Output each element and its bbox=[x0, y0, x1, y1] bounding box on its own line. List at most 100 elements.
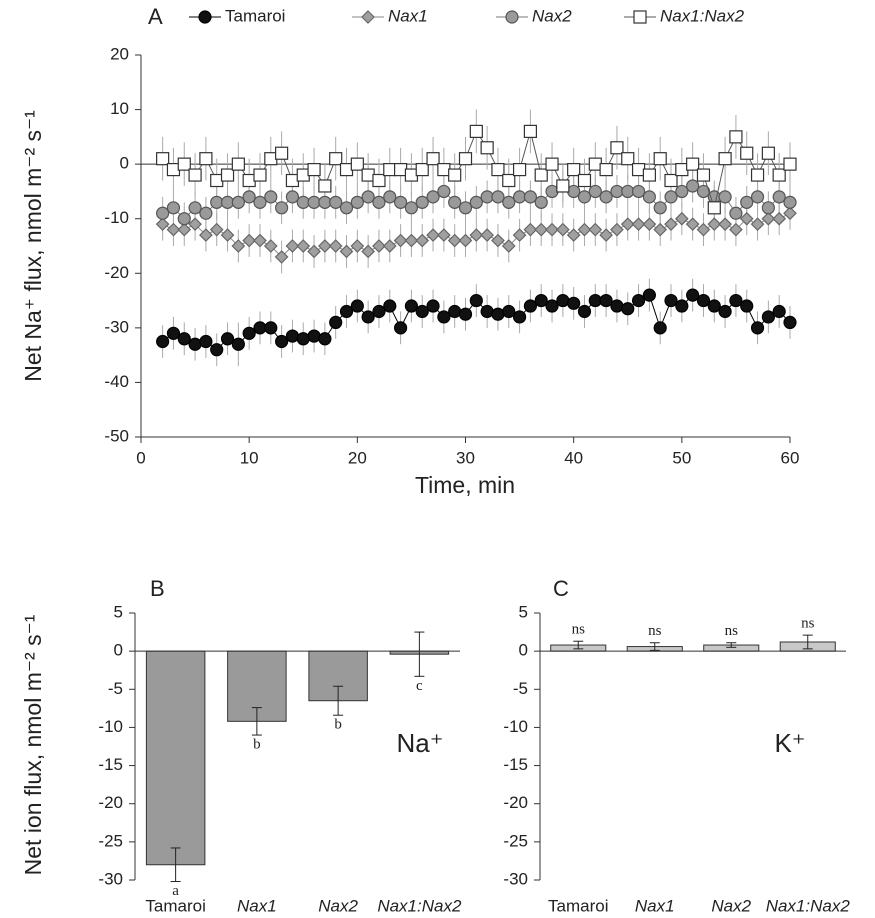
significance-label: a bbox=[172, 883, 179, 899]
marker bbox=[188, 168, 202, 182]
legend-label: Nax2 bbox=[532, 6, 572, 25]
marker bbox=[350, 157, 364, 171]
marker bbox=[210, 195, 224, 209]
marker bbox=[394, 163, 408, 177]
marker bbox=[588, 293, 602, 308]
marker bbox=[685, 217, 700, 232]
marker bbox=[740, 195, 754, 209]
marker bbox=[275, 146, 289, 160]
marker bbox=[263, 239, 278, 253]
marker bbox=[361, 244, 375, 259]
marker bbox=[274, 250, 289, 264]
marker bbox=[718, 217, 732, 232]
marker bbox=[296, 332, 310, 346]
marker bbox=[729, 130, 743, 144]
marker bbox=[599, 190, 613, 204]
marker bbox=[696, 184, 711, 199]
marker bbox=[750, 321, 765, 335]
marker bbox=[296, 239, 311, 253]
y-tick-label: 20 bbox=[110, 44, 129, 63]
y-tick-label: -25 bbox=[503, 831, 528, 850]
marker bbox=[512, 163, 527, 177]
marker bbox=[231, 337, 245, 351]
marker bbox=[415, 195, 429, 209]
marker bbox=[318, 195, 332, 209]
ion-label: K⁺ bbox=[774, 728, 805, 758]
marker bbox=[599, 293, 613, 308]
marker bbox=[329, 315, 343, 329]
marker bbox=[393, 233, 408, 248]
marker bbox=[231, 195, 245, 209]
marker bbox=[675, 299, 689, 313]
marker bbox=[729, 206, 743, 220]
marker bbox=[588, 222, 603, 237]
marker bbox=[512, 228, 527, 242]
significance-label: c bbox=[416, 678, 423, 694]
marker bbox=[664, 217, 678, 232]
marker bbox=[296, 168, 310, 182]
marker bbox=[458, 307, 473, 321]
significance-label: b bbox=[334, 717, 342, 733]
marker bbox=[621, 184, 635, 199]
marker bbox=[642, 217, 657, 232]
marker bbox=[220, 332, 235, 346]
marker bbox=[642, 168, 656, 182]
x-tick-label: 30 bbox=[456, 448, 475, 467]
marker bbox=[307, 195, 321, 209]
marker bbox=[339, 244, 354, 259]
y-tick-label: -15 bbox=[98, 755, 123, 774]
significance-label: b bbox=[253, 736, 261, 752]
marker bbox=[275, 201, 289, 215]
y-tick-label: -50 bbox=[104, 426, 129, 445]
x-tick-label: 20 bbox=[348, 448, 367, 467]
marker bbox=[210, 343, 224, 357]
x-tick-label: Nax1 bbox=[635, 896, 675, 915]
marker bbox=[577, 190, 592, 204]
marker bbox=[469, 124, 483, 139]
marker bbox=[501, 239, 516, 253]
marker bbox=[448, 304, 462, 319]
marker bbox=[383, 190, 397, 204]
x-tick-label: 40 bbox=[564, 448, 583, 467]
marker bbox=[588, 184, 602, 199]
marker bbox=[220, 228, 235, 242]
bar bbox=[145, 650, 206, 866]
marker bbox=[534, 222, 549, 237]
marker bbox=[253, 233, 267, 248]
x-tick-label: 10 bbox=[240, 448, 259, 467]
marker bbox=[382, 239, 397, 253]
marker bbox=[242, 326, 256, 340]
marker bbox=[220, 195, 235, 209]
marker bbox=[404, 201, 419, 215]
marker bbox=[675, 163, 689, 177]
marker bbox=[491, 163, 505, 177]
significance-label: ns bbox=[725, 623, 739, 639]
marker bbox=[329, 195, 343, 209]
marker bbox=[426, 190, 440, 204]
x-tick-label: 50 bbox=[672, 448, 691, 467]
marker bbox=[620, 217, 635, 232]
marker bbox=[707, 299, 721, 313]
marker bbox=[761, 211, 776, 226]
marker bbox=[156, 152, 170, 166]
legend-label: Nax1 bbox=[388, 6, 428, 25]
marker bbox=[166, 222, 181, 237]
marker bbox=[372, 195, 386, 209]
marker bbox=[437, 228, 451, 242]
marker bbox=[199, 152, 213, 166]
marker bbox=[631, 163, 646, 177]
marker bbox=[361, 190, 375, 204]
marker bbox=[675, 184, 689, 199]
marker bbox=[523, 124, 538, 139]
marker bbox=[512, 190, 527, 204]
marker bbox=[350, 299, 364, 313]
marker bbox=[577, 222, 592, 237]
legend-label: Tamaroi bbox=[225, 6, 285, 25]
marker bbox=[372, 304, 386, 319]
marker bbox=[567, 163, 581, 177]
marker bbox=[718, 152, 732, 166]
marker bbox=[318, 239, 332, 253]
marker bbox=[458, 201, 473, 215]
marker bbox=[188, 217, 202, 232]
